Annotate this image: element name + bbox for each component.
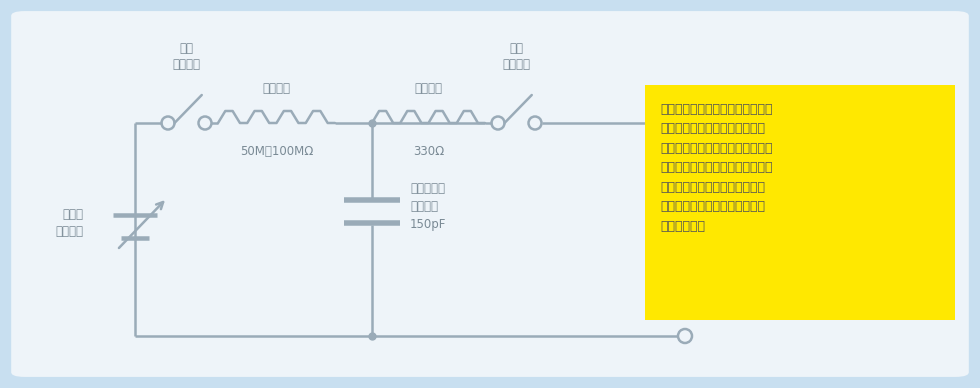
Circle shape [678, 116, 692, 130]
Text: 充電
スイッチ: 充電 スイッチ [172, 42, 201, 71]
Circle shape [678, 329, 692, 343]
Text: エネルギー
蓄積容量
150pF: エネルギー 蓄積容量 150pF [410, 182, 446, 231]
Text: 放電
スイッチ: 放電 スイッチ [503, 42, 530, 71]
Text: 充電抹抗: 充電抹抗 [263, 82, 290, 95]
Text: 50M～100MΩ: 50M～100MΩ [240, 145, 314, 158]
Text: 放電抹抗: 放電抹抗 [415, 82, 443, 95]
Text: 高電圧
直流電源: 高電圧 直流電源 [55, 208, 83, 238]
Text: 330Ω: 330Ω [413, 145, 444, 158]
FancyBboxPatch shape [645, 85, 955, 320]
Text: 充電スイッチを閉じてコンデンサ
にエネルギーを蓄えます。次に
充電スイッチを開いてから、放電
スイッチを閉じて、コンデンサに
蓄えたエネルギーを放出させる
こと: 充電スイッチを閉じてコンデンサ にエネルギーを蓄えます。次に 充電スイッチを開い… [660, 103, 772, 233]
